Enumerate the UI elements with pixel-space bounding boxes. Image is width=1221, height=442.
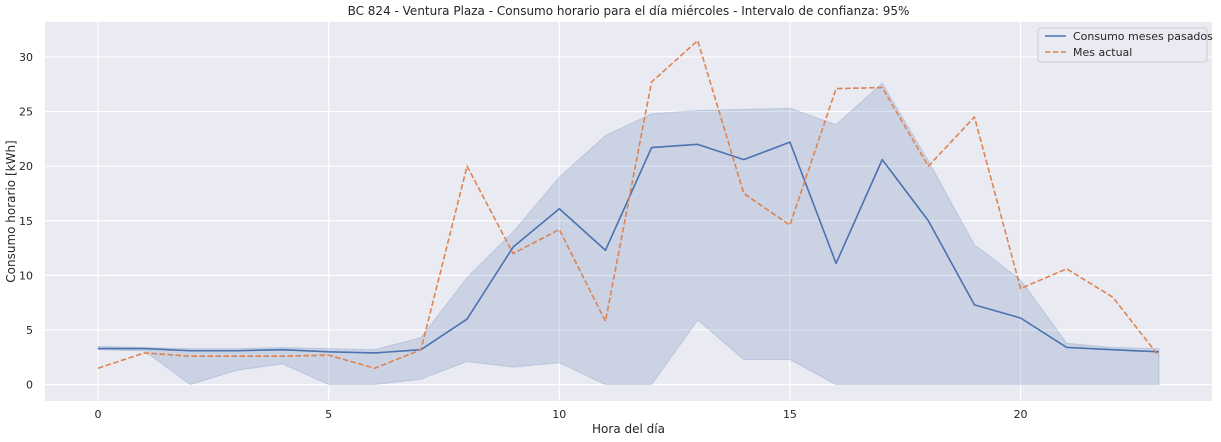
x-axis-label: Hora del día	[592, 422, 665, 436]
y-tick-label: 20	[19, 160, 33, 173]
series-lines	[97, 39, 1160, 370]
y-tick-label: 15	[19, 215, 33, 228]
y-tick-label: 25	[19, 106, 33, 119]
x-tick-label: 0	[95, 408, 102, 421]
legend-label-mes-actual: Mes actual	[1073, 46, 1132, 59]
chart-title: BC 824 - Ventura Plaza - Consumo horario…	[348, 4, 910, 18]
x-tick-label: 20	[1014, 408, 1028, 421]
confidence-band	[97, 82, 1160, 386]
y-axis-label: Consumo horario [kWh]	[4, 140, 18, 282]
series-line-mes-actual	[97, 39, 1160, 370]
y-tick-label: 30	[19, 51, 33, 64]
legend-box	[1037, 27, 1208, 63]
x-tick-label: 5	[325, 408, 332, 421]
tick-labels: 0 5 10 15 20 0 5 10 15 20 25 30	[19, 51, 1028, 421]
legend-label-consumo: Consumo meses pasados	[1073, 30, 1213, 43]
x-tick-label: 15	[783, 408, 797, 421]
y-tick-label: 5	[26, 324, 33, 337]
grid	[45, 22, 1212, 401]
legend: Consumo meses pasados Mes actual	[1037, 27, 1213, 63]
y-tick-label: 0	[26, 379, 33, 392]
confidence-interval-area	[97, 82, 1160, 386]
plot-area	[45, 22, 1212, 401]
y-tick-label: 10	[19, 269, 33, 282]
x-tick-label: 10	[552, 408, 566, 421]
